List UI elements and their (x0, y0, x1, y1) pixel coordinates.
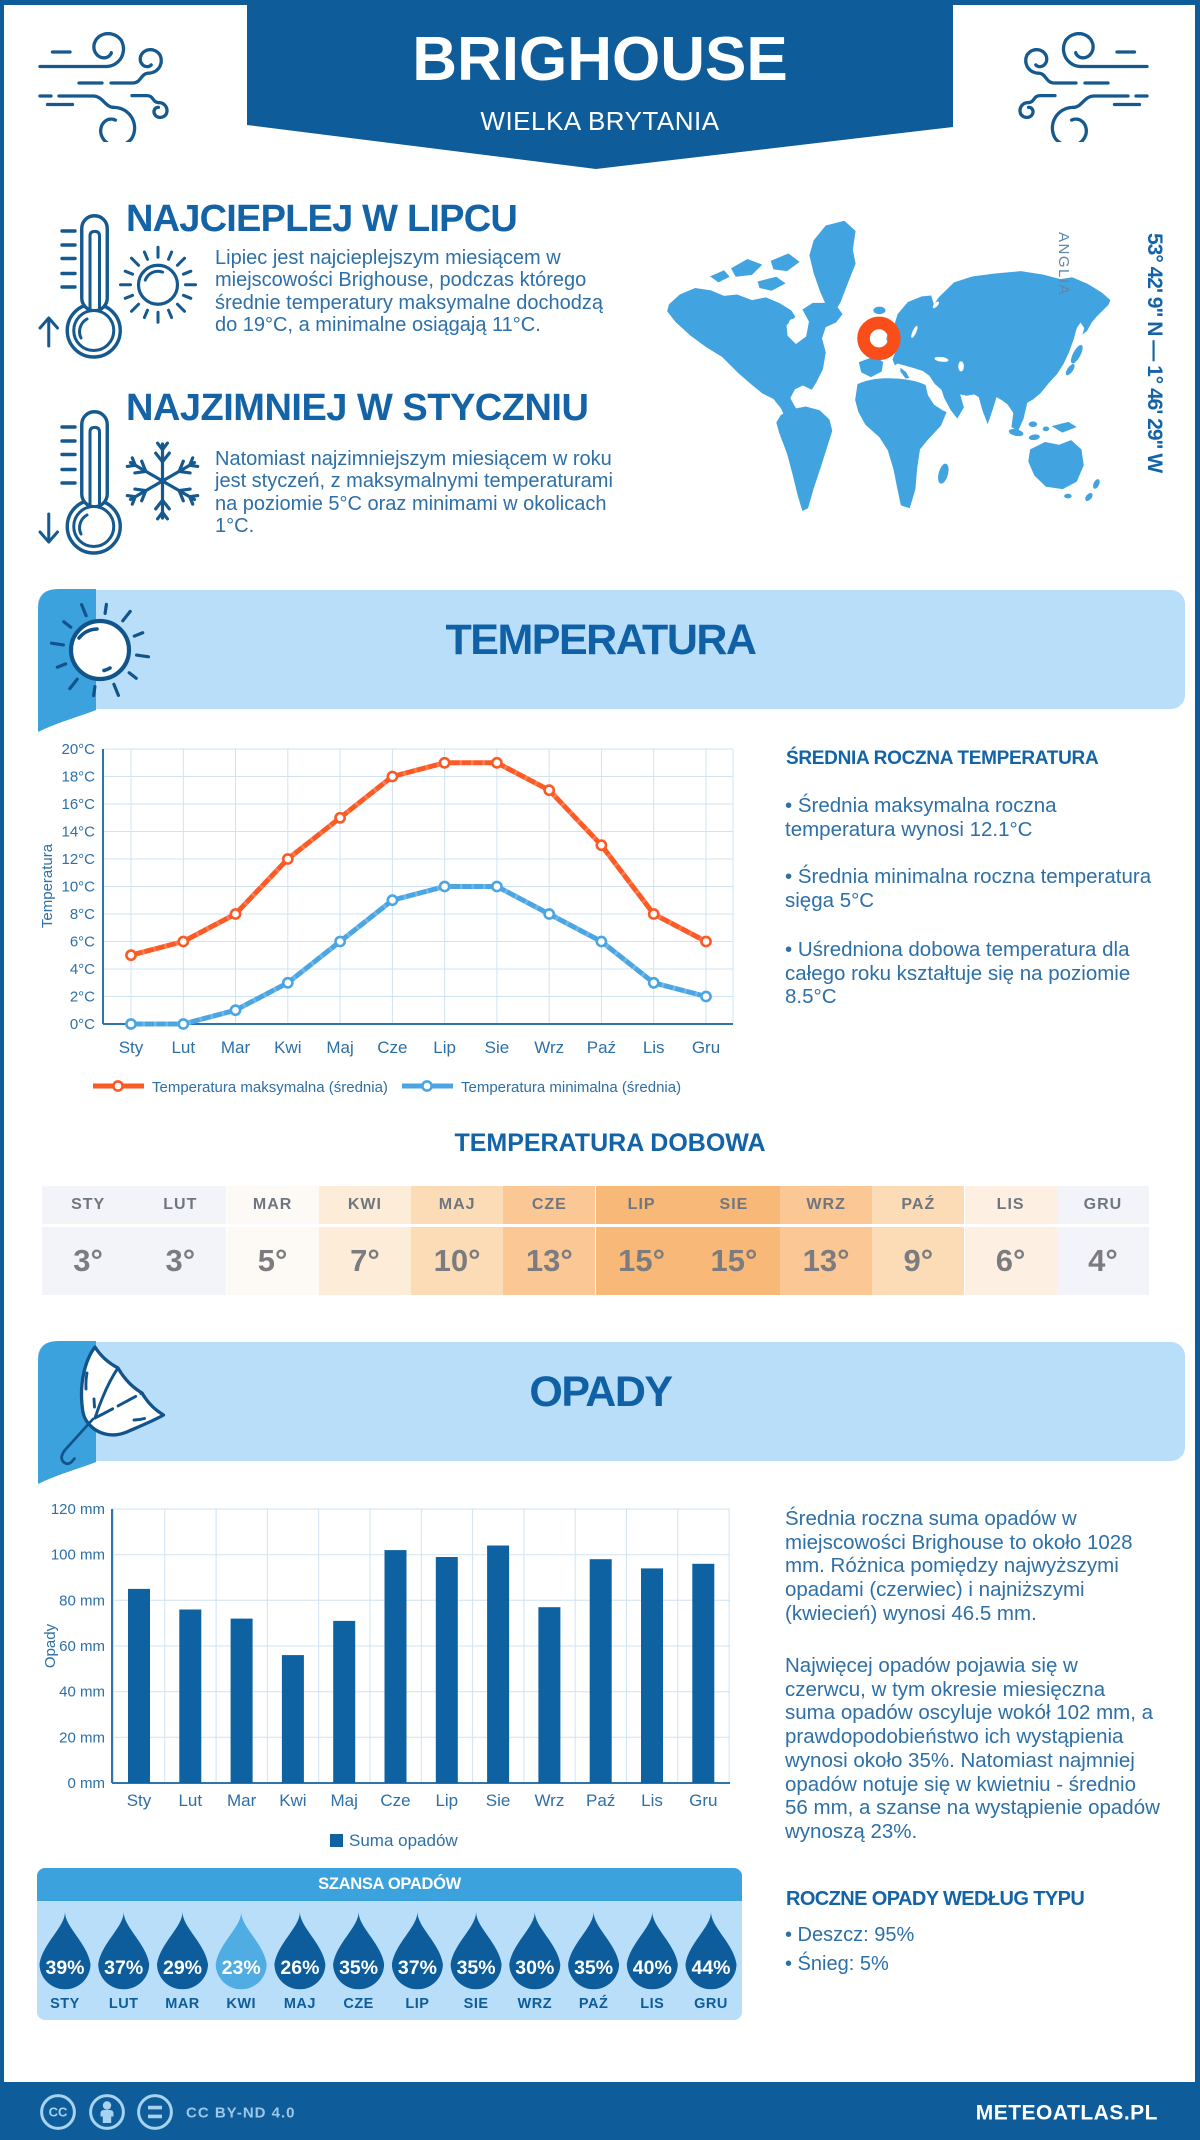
svg-text:100 mm: 100 mm (51, 1547, 105, 1564)
svg-text:KWI: KWI (226, 1996, 256, 2012)
svg-text:Cze: Cze (380, 1791, 410, 1810)
svg-text:30%: 30% (515, 1957, 554, 1979)
svg-text:37%: 37% (104, 1957, 143, 1979)
svg-text:26%: 26% (280, 1957, 319, 1979)
svg-text:Lut: Lut (178, 1791, 202, 1810)
svg-text:8°C: 8°C (70, 906, 95, 923)
svg-text:Wrz: Wrz (534, 1791, 564, 1810)
svg-text:Kwi: Kwi (274, 1038, 301, 1057)
svg-text:LIP: LIP (405, 1996, 429, 2012)
svg-text:Maj: Maj (330, 1791, 357, 1810)
svg-text:Gru: Gru (692, 1038, 720, 1057)
svg-text:WRZ: WRZ (518, 1996, 553, 2012)
svg-text:Temperatura maksymalna (średni: Temperatura maksymalna (średnia) (152, 1079, 388, 1096)
svg-text:Temperatura minimalna (średnia: Temperatura minimalna (średnia) (461, 1079, 681, 1096)
svg-text:4°C: 4°C (70, 961, 95, 978)
svg-text:14°C: 14°C (61, 824, 95, 841)
svg-text:20 mm: 20 mm (59, 1729, 105, 1746)
svg-text:Lut: Lut (171, 1038, 195, 1057)
svg-text:Sie: Sie (485, 1038, 510, 1057)
svg-text:35%: 35% (457, 1957, 496, 1979)
svg-text:Temperatura: Temperatura (40, 843, 56, 928)
svg-text:METEOATLAS.PL: METEOATLAS.PL (976, 2102, 1158, 2125)
svg-text:0°C: 0°C (70, 1016, 95, 1033)
svg-text:Mar: Mar (221, 1038, 251, 1057)
svg-text:Lis: Lis (643, 1038, 665, 1057)
svg-text:23%: 23% (222, 1957, 261, 1979)
svg-text:PAŹ: PAŹ (579, 1995, 608, 2012)
svg-text:STY: STY (50, 1996, 80, 2012)
svg-text:Paź: Paź (586, 1791, 615, 1810)
svg-text:Cze: Cze (377, 1038, 407, 1057)
svg-text:Lis: Lis (641, 1791, 663, 1810)
svg-text:Suma opadów: Suma opadów (349, 1831, 458, 1850)
svg-text:29%: 29% (163, 1957, 202, 1979)
svg-text:Lip: Lip (435, 1791, 458, 1810)
svg-text:LUT: LUT (109, 1996, 139, 2012)
svg-text:37%: 37% (398, 1957, 437, 1979)
svg-text:LIS: LIS (640, 1996, 664, 2012)
svg-text:10°C: 10°C (61, 879, 95, 896)
svg-text:Opady: Opady (42, 1623, 59, 1668)
svg-text:Gru: Gru (689, 1791, 717, 1810)
svg-text:SIE: SIE (464, 1996, 489, 2012)
svg-text:20°C: 20°C (61, 741, 95, 758)
svg-text:60 mm: 60 mm (59, 1638, 105, 1655)
svg-text:12°C: 12°C (61, 851, 95, 868)
svg-text:Maj: Maj (326, 1038, 353, 1057)
svg-text:Mar: Mar (227, 1791, 257, 1810)
svg-text:Sie: Sie (486, 1791, 511, 1810)
svg-text:35%: 35% (574, 1957, 613, 1979)
svg-text:35%: 35% (339, 1957, 378, 1979)
svg-text:Paź: Paź (587, 1038, 616, 1057)
svg-text:16°C: 16°C (61, 796, 95, 813)
svg-text:80 mm: 80 mm (59, 1592, 105, 1609)
svg-text:CC: CC (49, 2105, 68, 2120)
svg-text:Sty: Sty (127, 1791, 152, 1810)
svg-text:CC BY-ND 4.0: CC BY-ND 4.0 (186, 2105, 296, 2122)
svg-text:0 mm: 0 mm (68, 1775, 106, 1792)
svg-text:40%: 40% (633, 1957, 672, 1979)
svg-text:40 mm: 40 mm (59, 1684, 105, 1701)
svg-text:2°C: 2°C (70, 989, 95, 1006)
svg-text:Sty: Sty (119, 1038, 144, 1057)
svg-text:Kwi: Kwi (279, 1791, 306, 1810)
svg-text:39%: 39% (45, 1957, 84, 1979)
svg-text:18°C: 18°C (61, 769, 95, 786)
svg-text:120 mm: 120 mm (51, 1501, 105, 1518)
svg-text:MAJ: MAJ (284, 1996, 316, 2012)
svg-text:MAR: MAR (165, 1996, 200, 2012)
svg-text:Lip: Lip (433, 1038, 456, 1057)
svg-text:GRU: GRU (694, 1996, 728, 2012)
svg-text:CZE: CZE (343, 1996, 374, 2012)
svg-text:Wrz: Wrz (534, 1038, 564, 1057)
svg-text:44%: 44% (691, 1957, 730, 1979)
svg-text:6°C: 6°C (70, 934, 95, 951)
